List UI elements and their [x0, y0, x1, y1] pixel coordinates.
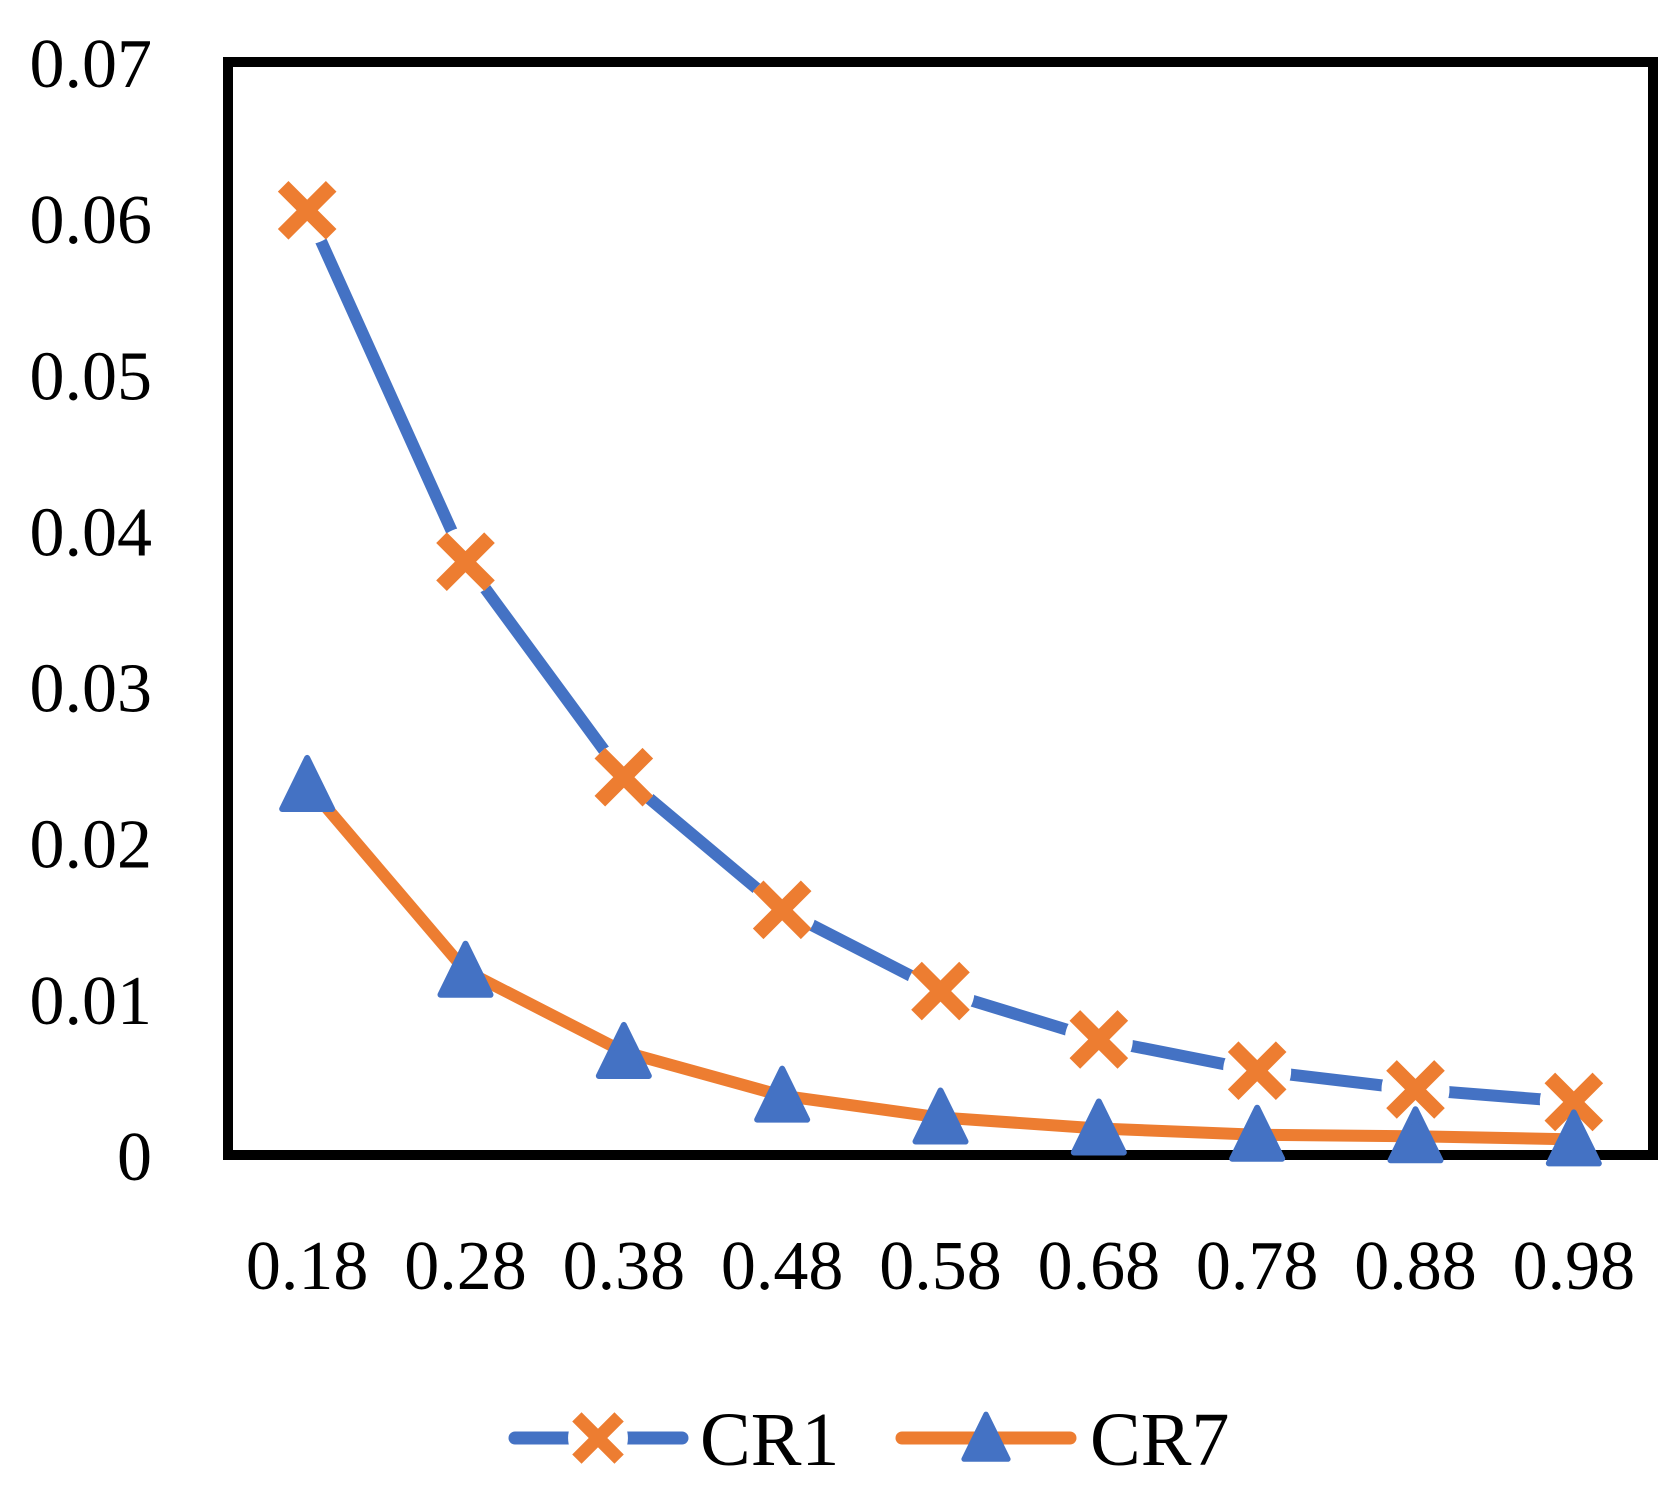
- cr1-x-marker: [572, 1412, 624, 1464]
- cr1-x-marker: [594, 747, 654, 807]
- cr1-x-marker: [277, 181, 337, 240]
- cr1-markers: [273, 176, 1608, 1136]
- cr1-x-marker: [436, 532, 495, 591]
- y-axis-tick-label: 0: [117, 1119, 152, 1196]
- x-axis-tick-label: 0.28: [404, 1228, 527, 1305]
- x-axis-tick-label: 0.58: [879, 1228, 1002, 1305]
- x-axis-tick-label: 0.18: [246, 1228, 369, 1305]
- cr7-markers: [279, 754, 1602, 1167]
- x-axis-tick-label: 0.88: [1354, 1228, 1477, 1305]
- cr7-triangle-marker: [912, 1087, 969, 1145]
- cr1-x-marker: [1227, 1041, 1287, 1100]
- x-axis-tick-label: 0.48: [721, 1228, 844, 1305]
- legend-item-cr7: CR7: [895, 1398, 1229, 1482]
- cr7-triangle-marker: [754, 1065, 811, 1123]
- x-axis-tick-label: 0.98: [1513, 1228, 1636, 1305]
- y-axis-tick-label: 0.04: [30, 494, 153, 571]
- y-axis-tick-label: 0.06: [30, 182, 153, 259]
- legend-label-cr7: CR7: [1090, 1398, 1229, 1482]
- y-axis-tick-label: 0.01: [30, 963, 153, 1040]
- cr1-x-marker: [1544, 1072, 1604, 1132]
- cr1-x-marker: [1386, 1060, 1445, 1119]
- legend-label-cr1: CR1: [700, 1398, 839, 1482]
- y-axis-tick-label: 0.03: [30, 651, 153, 728]
- cr7-triangle-marker: [961, 1411, 1011, 1462]
- cr7-triangle-marker: [1387, 1106, 1444, 1164]
- y-axis-tick-label: 0.05: [30, 338, 153, 415]
- legend-item-cr1: CR1: [508, 1398, 839, 1482]
- cr1-x-marker: [752, 880, 812, 940]
- y-axis-tick-label: 0.07: [30, 26, 153, 103]
- cr7-triangle-marker: [1229, 1104, 1286, 1162]
- cr7-triangle-marker: [595, 1021, 652, 1079]
- cr1-x-marker: [1069, 1010, 1129, 1069]
- cr7-triangle-marker: [279, 754, 336, 812]
- plot-border: [223, 57, 1658, 1160]
- cr7-triangle-marker: [1070, 1098, 1127, 1156]
- x-axis-tick-label: 0.38: [563, 1228, 686, 1305]
- cr7-triangle-marker: [437, 940, 494, 998]
- cr1-x-marker: [911, 961, 970, 1021]
- x-axis-tick-label: 0.78: [1196, 1228, 1319, 1305]
- legend: CR1 CR7: [508, 1398, 1229, 1482]
- cr7-triangle-marker: [1545, 1109, 1602, 1167]
- x-axis-tick-label: 0.68: [1038, 1228, 1161, 1305]
- y-axis-tick-label: 0.02: [30, 807, 153, 884]
